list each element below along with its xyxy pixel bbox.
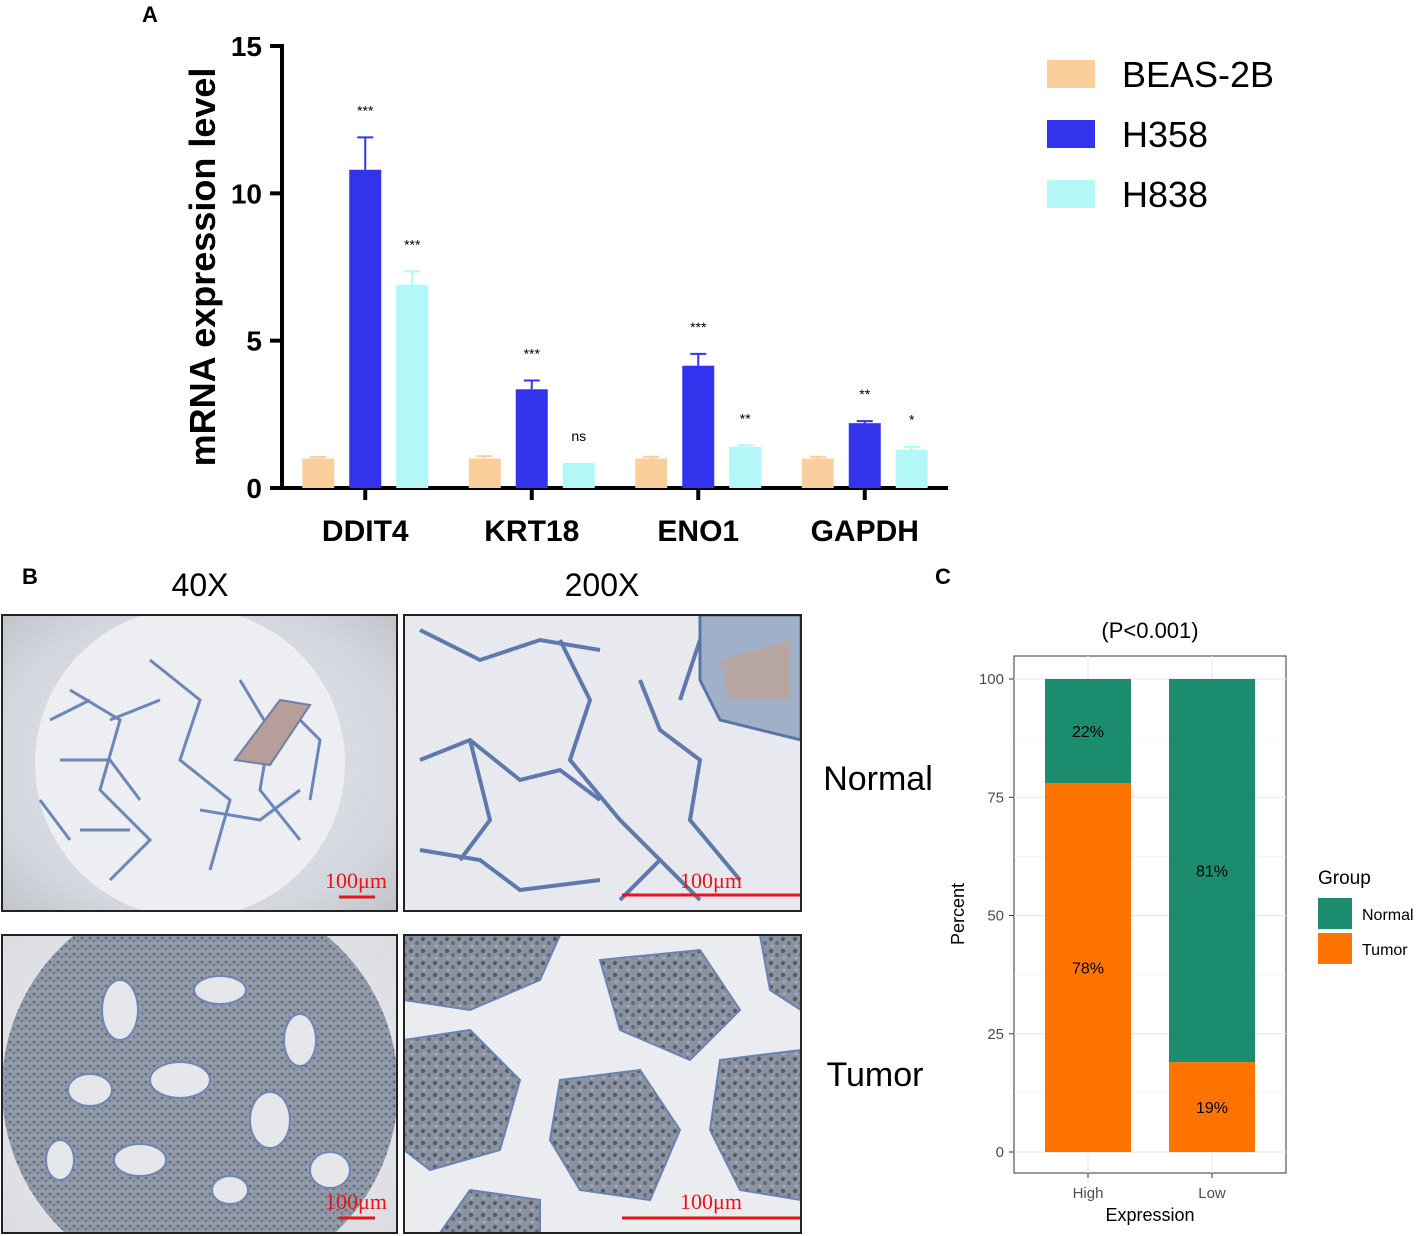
y-axis-title: mRNA expression level <box>182 68 223 467</box>
magnification-200x-label: 200X <box>565 567 640 603</box>
legend-label-h358: H358 <box>1122 114 1208 155</box>
significance-label: *** <box>357 102 374 118</box>
legend-swatch-normal <box>1318 898 1352 929</box>
y-tick-label: 100 <box>979 671 1004 688</box>
bar-h358-eno1 <box>682 365 715 488</box>
chart-c-title: (P<0.001) <box>1101 618 1198 643</box>
chart-c: 78% 22% High 19% 81% Low 0 25 50 75 100 (P<0.001) Ex… <box>948 618 1414 1225</box>
micrograph-tumor-40x <box>2 935 397 1233</box>
significance-label: ** <box>740 410 751 426</box>
bar-beas-2b-ddit4 <box>302 458 335 488</box>
significance-label: ns <box>571 428 586 444</box>
bar-h838-krt18 <box>562 462 595 488</box>
bar-h838-ddit4 <box>396 284 429 488</box>
micrograph-frame <box>1 934 398 1234</box>
significance-label: *** <box>404 236 421 252</box>
segment-label: 78% <box>1072 961 1104 978</box>
segment-label: 22% <box>1072 724 1104 741</box>
significance-label: *** <box>524 345 541 361</box>
segment-label: 81% <box>1196 864 1228 881</box>
micrograph-frame <box>1 614 398 912</box>
bar-h358-ddit4 <box>349 169 382 488</box>
bar-normal-low <box>1169 679 1255 1063</box>
legend-label-tumor: Tumor <box>1362 942 1408 959</box>
row-label-normal: Normal <box>823 760 933 798</box>
bar-h358-gapdh <box>848 423 881 488</box>
x-tick-label-eno1: ENO1 <box>657 515 739 548</box>
legend-swatch-h358 <box>1047 120 1095 148</box>
legend-swatch-h838 <box>1047 180 1095 208</box>
panel-b-letter: B <box>22 564 38 589</box>
y-tick-label: 0 <box>996 1144 1004 1161</box>
bar-beas-2b-gapdh <box>801 458 834 488</box>
bar-tumor-low <box>1169 1062 1255 1152</box>
bar-beas-2b-eno1 <box>635 458 668 488</box>
bar-normal-high <box>1045 679 1131 784</box>
micrograph-frame <box>403 934 802 1234</box>
micrograph-normal-40x <box>2 615 397 911</box>
significance-label: * <box>909 412 915 428</box>
bar-h838-eno1 <box>729 446 762 488</box>
bar-h358-krt18 <box>515 389 548 488</box>
segment-label: 19% <box>1196 1100 1228 1117</box>
bar-beas-2b-krt18 <box>468 458 501 488</box>
legend-title: Group <box>1318 868 1371 889</box>
legend-swatch-beas-2b <box>1047 60 1095 88</box>
micrograph-tumor-200x <box>404 935 801 1233</box>
y-tick-label: 15 <box>231 31 262 62</box>
magnification-40x-label: 40X <box>172 567 229 603</box>
micrograph-frame <box>403 614 802 912</box>
bar-tumor-high <box>1045 783 1131 1152</box>
bar-h838-gapdh <box>895 449 928 488</box>
legend-label-normal: Normal <box>1362 907 1414 924</box>
micrograph-normal-200x <box>404 615 801 911</box>
y-tick-label: 5 <box>246 326 262 357</box>
y-axis-title: Percent <box>948 883 968 945</box>
panel-a-letter: A <box>142 2 158 27</box>
significance-label: ** <box>859 386 870 402</box>
row-label-tumor: Tumor <box>827 1056 924 1094</box>
y-tick-label: 0 <box>246 473 262 504</box>
legend-label-h838: H838 <box>1122 174 1208 215</box>
x-tick-label-low: Low <box>1198 1185 1226 1202</box>
x-tick-label-gapdh: GAPDH <box>811 515 919 548</box>
y-tick-label: 10 <box>231 178 262 209</box>
scale-bar-label: 100μm <box>680 868 742 893</box>
x-axis-title: Expression <box>1105 1205 1194 1225</box>
scale-bar-label: 100μm <box>325 1189 387 1214</box>
x-tick-label-krt18: KRT18 <box>484 515 579 548</box>
scale-bar-label: 100μm <box>325 868 387 893</box>
x-tick-label-ddit4: DDIT4 <box>322 515 409 548</box>
y-tick-label: 25 <box>987 1026 1004 1043</box>
legend-swatch-tumor <box>1318 933 1352 964</box>
panel-c-letter: C <box>935 564 951 589</box>
significance-label: *** <box>690 319 707 335</box>
x-tick-label-high: High <box>1073 1185 1104 1202</box>
y-tick-label: 75 <box>987 789 1004 806</box>
scale-bar-label: 100μm <box>680 1189 742 1214</box>
y-tick-label: 50 <box>987 908 1004 925</box>
legend-label-beas-2b: BEAS-2B <box>1122 54 1274 95</box>
